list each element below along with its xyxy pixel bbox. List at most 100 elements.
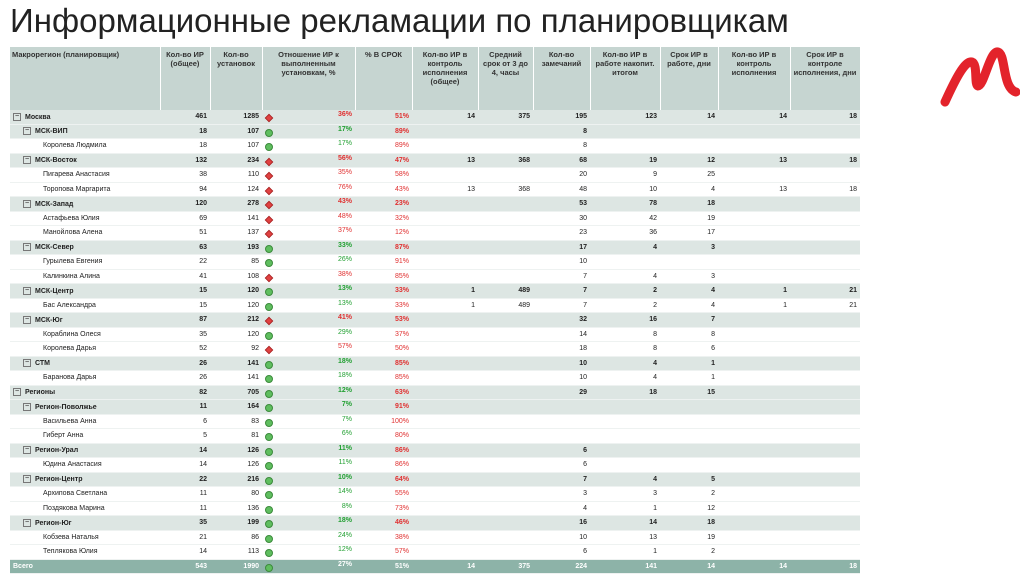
table-row: Поздякова Марина 11 136 8% 73% 4 1 12: [10, 501, 860, 516]
table-cell: 7: [533, 283, 590, 299]
cell-text: 35: [199, 330, 207, 338]
cell-text: 32%: [394, 214, 409, 222]
table-row: − МСК-Запад 120 278 43% 23% 53 78 18: [10, 196, 860, 212]
toggle[interactable]: −: [23, 475, 31, 484]
table-cell: − МСК-Центр: [10, 283, 160, 299]
toggle[interactable]: −: [13, 112, 21, 121]
toggle[interactable]: −: [23, 402, 31, 411]
table-cell: 5: [160, 428, 210, 444]
table-cell: [478, 196, 533, 212]
cell-text: 6: [583, 461, 587, 469]
cell-text: 1: [653, 504, 657, 512]
cell-text: 33%: [337, 241, 352, 249]
cell-text: 12%: [394, 229, 409, 237]
column-header: Кол-во ИР в работе накопит. итогом: [590, 47, 661, 110]
cell-text: 17%: [337, 140, 352, 148]
cell-text: Королева Дарья: [43, 345, 97, 353]
table-cell: [790, 269, 860, 284]
table-cell: [478, 428, 533, 444]
toggle[interactable]: −: [23, 359, 31, 368]
table-cell: 19: [660, 211, 718, 226]
table-row: Бас Александра 15 120 13% 33% 1 489 7 2 4 1 21: [10, 298, 860, 313]
table-cell: [533, 399, 590, 415]
table-cell: Баранова Дарья: [10, 370, 160, 386]
table-cell: [478, 341, 533, 357]
table-cell: [790, 124, 860, 139]
toggle[interactable]: −: [23, 156, 31, 165]
cell-text: 68: [579, 156, 587, 164]
table-cell: 13%: [262, 283, 355, 299]
table-cell: Кобзева Наталья: [10, 530, 160, 545]
table-cell: 91%: [355, 399, 412, 415]
toggle[interactable]: −: [13, 388, 21, 397]
table-cell: 4: [590, 356, 660, 371]
table-cell: 23%: [355, 196, 412, 212]
table-cell: [412, 124, 478, 139]
table-cell: − МСК-Север: [10, 240, 160, 255]
cell-text: 41%: [337, 314, 352, 322]
table-cell: 14: [160, 544, 210, 560]
table-cell: 705: [210, 385, 262, 400]
cell-text: 85: [251, 258, 259, 266]
toggle[interactable]: −: [23, 286, 31, 295]
cell-text: 21: [199, 533, 207, 541]
table-row: − МСК-Восток 132 234 56% 47% 13 368 68 19 12 13 18: [10, 153, 860, 168]
cell-text: 278: [247, 200, 259, 208]
table-cell: 18: [790, 182, 860, 197]
cell-text: 8: [653, 345, 657, 353]
toggle[interactable]: −: [23, 315, 31, 324]
table-cell: 37%: [262, 225, 355, 241]
cell-text: 132: [195, 156, 207, 164]
toggle[interactable]: −: [23, 446, 31, 455]
cell-text: 4: [711, 301, 715, 309]
status-indicator: [264, 172, 274, 181]
table-cell: 42: [590, 211, 660, 226]
cell-text: 1: [471, 287, 475, 295]
table-cell: 2: [590, 283, 660, 299]
cell-text: 13: [467, 156, 475, 164]
table-cell: Королева Людмила: [10, 138, 160, 154]
cell-text: 18%: [337, 372, 352, 380]
table-cell: 14: [533, 327, 590, 342]
cell-text: 58%: [394, 171, 409, 179]
table-cell: 14: [412, 559, 478, 574]
table-cell: 4: [660, 283, 718, 299]
table-cell: [590, 124, 660, 139]
table-cell: 123: [590, 110, 660, 125]
table-cell: [718, 138, 790, 154]
table-cell: 26: [160, 370, 210, 386]
table-cell: 37%: [355, 327, 412, 342]
cell-text: Гиберт Анна: [43, 432, 84, 440]
status-indicator: [264, 201, 274, 210]
status-indicator: [265, 534, 273, 543]
cell-text: 11%: [338, 444, 352, 452]
table-cell: 56%: [262, 153, 355, 168]
table-cell: [533, 428, 590, 444]
table-cell: [790, 399, 860, 415]
toggle[interactable]: −: [23, 199, 31, 208]
table-cell: 6: [533, 457, 590, 473]
toggle[interactable]: −: [23, 518, 31, 527]
cell-text: 37%: [337, 227, 352, 235]
cell-text: 76%: [337, 183, 352, 191]
table-row: − Регион-Центр 22 216 10% 64% 7 4 5: [10, 472, 860, 487]
table-cell: 14%: [262, 486, 355, 502]
cell-text: 1990: [243, 562, 259, 570]
toggle[interactable]: −: [23, 127, 31, 136]
toggle[interactable]: −: [23, 243, 31, 252]
table-cell: 8: [533, 124, 590, 139]
status-indicator: [265, 404, 273, 413]
cell-text: 100%: [391, 417, 409, 425]
cell-text: 51%: [394, 562, 409, 570]
cell-text: 87%: [394, 243, 409, 251]
table-cell: [478, 356, 533, 371]
table-row: − Москва 461 1285 36% 51% 14 375 195 123 14 14 18: [10, 110, 860, 125]
cell-text: 120: [247, 287, 259, 295]
table-cell: Манойлова Алена: [10, 225, 160, 241]
table-cell: 126: [210, 457, 262, 473]
cell-text: 1285: [243, 113, 259, 121]
table-cell: 27%: [262, 559, 355, 574]
cell-text: Кобзева Наталья: [43, 533, 99, 541]
cell-text: 4: [653, 359, 657, 367]
table-cell: 107: [210, 124, 262, 139]
